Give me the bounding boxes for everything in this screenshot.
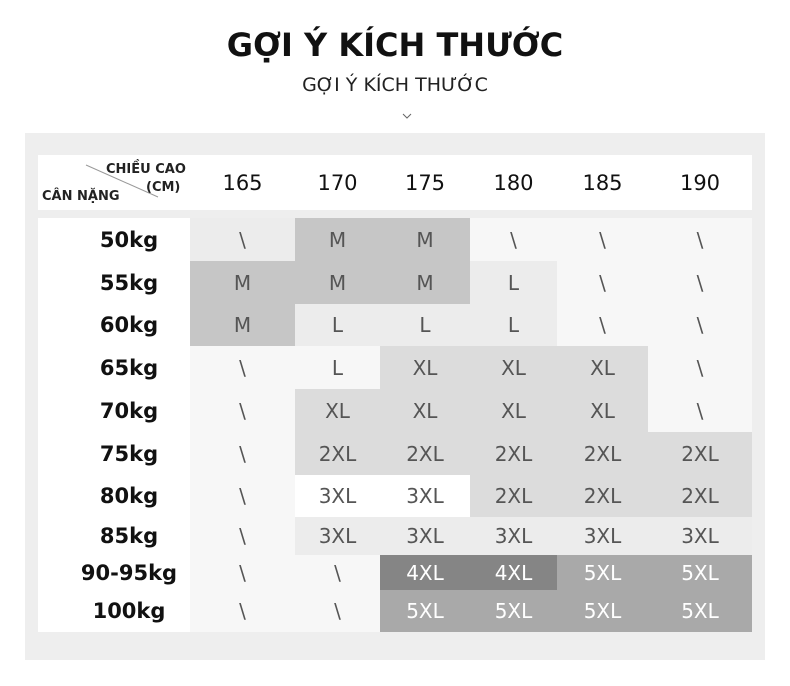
title: GỢI Ý KÍCH THƯỚC [226,26,564,64]
size-cell: \ [190,389,295,432]
size-cell: 2XL [295,432,380,475]
size-cell: \ [557,261,648,304]
corner-column-unit: (CM) [146,180,181,195]
chevron-icon [402,113,412,119]
size-cell: \ [557,218,648,261]
size-cell: 3XL [648,517,752,555]
size-cell: \ [648,346,752,389]
size-cell: XL [470,389,557,432]
size-cell: \ [648,304,752,346]
header-row [38,155,752,210]
size-cell: 2XL [557,475,648,517]
size-cell: XL [295,389,380,432]
size-cell: M [190,261,295,304]
size-cell: 5XL [470,590,557,632]
size-cell: \ [557,304,648,346]
column-header: 170 [317,170,358,195]
row-label: 50kg [99,227,159,252]
size-cell: \ [190,555,295,590]
size-cell: 2XL [380,432,470,475]
size-cell: 3XL [380,475,470,517]
size-cell: XL [470,346,557,389]
size-cell: 5XL [648,590,752,632]
size-cell: M [295,218,380,261]
size-cell: 4XL [470,555,557,590]
size-cell: M [190,304,295,346]
size-cell: L [380,304,470,346]
row-label: 70kg [99,398,159,423]
column-header: 165 [222,170,263,195]
row-label: 100kg [92,599,166,623]
corner-column-label: CHIỀU CAO [106,162,186,177]
size-cell: 2XL [470,475,557,517]
size-cell: \ [190,346,295,389]
column-header: 180 [493,170,534,195]
row-label-column [38,218,190,632]
size-cell: 3XL [380,517,470,555]
size-cell: 3XL [295,475,380,517]
size-cell: 2XL [648,432,752,475]
size-cell: \ [190,218,295,261]
size-cell: \ [295,590,380,632]
subtitle: GỢI Ý KÍCH THƯỚC [302,74,488,96]
size-cell: 5XL [380,590,470,632]
size-cell: \ [190,590,295,632]
row-label: 65kg [99,355,159,380]
size-cell: 2XL [470,432,557,475]
size-cell: \ [190,517,295,555]
size-cell: 3XL [557,517,648,555]
row-label: 75kg [99,441,159,466]
size-cell: 5XL [557,590,648,632]
column-header: 175 [404,170,446,195]
size-cell: 4XL [380,555,470,590]
corner-divider [85,164,159,198]
column-header: 185 [582,170,623,195]
size-cell: 3XL [295,517,380,555]
size-cell: M [380,261,470,304]
size-cell: 2XL [648,475,752,517]
size-cell: M [295,261,380,304]
corner-row-label: CÂN NẶNG [42,189,120,204]
size-cell: L [470,261,557,304]
row-label: 80kg [99,484,159,508]
size-cell: L [295,346,380,389]
size-cell: 5XL [557,555,648,590]
column-header: 190 [679,170,721,195]
size-cell: XL [380,389,470,432]
size-cell: L [470,304,557,346]
row-label: 60kg [99,313,159,337]
size-cell: \ [648,389,752,432]
size-cell: XL [557,389,648,432]
row-label: 85kg [99,524,159,548]
size-cell: XL [557,346,648,389]
size-cell: \ [648,261,752,304]
size-cell: M [380,218,470,261]
size-cell: XL [380,346,470,389]
size-cell: 5XL [648,555,752,590]
size-cell: L [295,304,380,346]
size-cell: 3XL [470,517,557,555]
size-cell: \ [190,475,295,517]
size-cell: \ [648,218,752,261]
row-label: 55kg [99,270,159,295]
size-cell: 2XL [557,432,648,475]
size-cell: \ [470,218,557,261]
size-cell: \ [190,432,295,475]
size-cell: \ [295,555,380,590]
row-label: 90-95kg [80,560,178,585]
